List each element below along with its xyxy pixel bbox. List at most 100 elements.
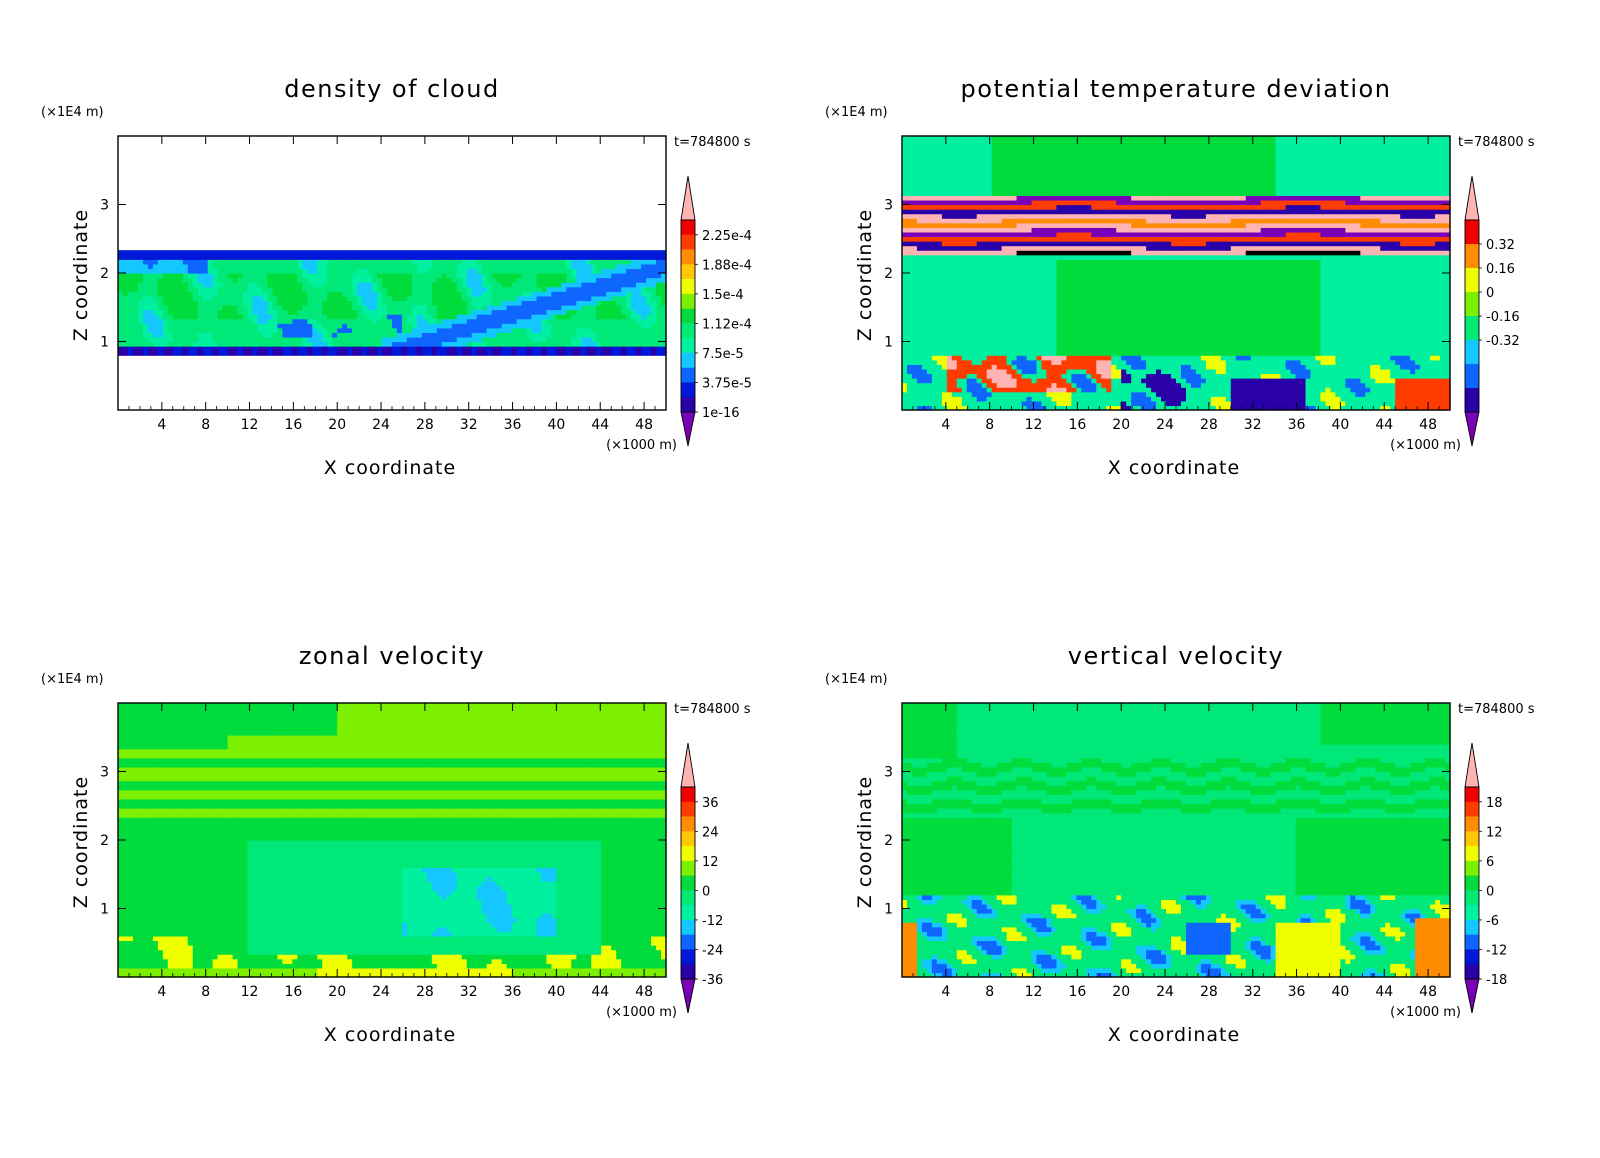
field-cell <box>1056 373 1063 379</box>
field-cell <box>1051 323 1058 329</box>
field-cell <box>401 277 408 283</box>
field-cell <box>956 387 963 393</box>
field-cell <box>352 295 358 301</box>
field-cell <box>621 259 627 265</box>
field-cell <box>322 286 328 292</box>
field-cell <box>406 254 413 260</box>
field-cell <box>501 350 508 356</box>
field-cell <box>1026 163 1033 169</box>
field-cell <box>936 259 943 265</box>
field-cell <box>162 282 169 288</box>
field-cell <box>1041 368 1048 375</box>
field-cell <box>1076 368 1082 375</box>
field-cell <box>616 263 622 270</box>
field-cell <box>1016 350 1023 356</box>
field-cell <box>606 254 612 260</box>
field-cell <box>926 387 933 393</box>
field-cell <box>651 254 657 260</box>
field-cell <box>902 259 908 265</box>
field-cell <box>347 273 353 279</box>
field-cell <box>566 259 572 265</box>
field-cell <box>936 136 943 142</box>
field-cell <box>921 382 928 388</box>
field-cell <box>227 277 234 283</box>
field-cell <box>921 373 928 379</box>
field-cell <box>576 318 582 324</box>
field-cell <box>1021 254 1028 260</box>
field-cell <box>401 273 408 279</box>
field-cell <box>317 295 323 301</box>
field-cell <box>581 259 587 265</box>
field-cell <box>571 341 577 347</box>
field-cell <box>1021 341 1028 347</box>
field-cell <box>931 259 938 265</box>
field-cell <box>916 218 923 224</box>
field-cell <box>282 250 288 256</box>
field-cell <box>586 259 592 265</box>
field-cell <box>951 213 958 219</box>
field-cell <box>431 273 438 279</box>
field-cell <box>267 254 274 260</box>
field-cell <box>312 263 318 270</box>
field-cell <box>466 259 473 265</box>
field-cell <box>327 314 333 320</box>
field-cell <box>931 318 938 324</box>
field-cell <box>976 254 983 260</box>
field-cell <box>976 186 983 192</box>
field-cell <box>616 277 622 283</box>
field-cell <box>411 309 418 315</box>
field-cell <box>991 190 998 196</box>
field-cell <box>916 300 923 306</box>
field-cell <box>991 405 998 411</box>
field-cell <box>1086 368 1092 375</box>
field-cell <box>436 254 443 260</box>
field-cell <box>127 295 134 301</box>
colorbar-segment <box>681 234 695 250</box>
field-cell <box>961 364 968 370</box>
field-cell <box>1091 286 1097 292</box>
field-cell <box>207 295 214 301</box>
field-cell <box>1076 346 1082 352</box>
field-cell <box>461 263 468 270</box>
field-cell <box>377 300 383 306</box>
field-cell <box>1086 327 1092 333</box>
field-cell <box>152 250 159 256</box>
field-cell <box>347 263 353 270</box>
field-cell <box>951 332 958 338</box>
field-cell <box>118 304 124 311</box>
field-cell <box>392 277 398 283</box>
field-cell <box>566 268 572 274</box>
field-cell <box>941 172 948 178</box>
field-cell <box>1051 167 1058 174</box>
field-cell <box>1061 309 1067 315</box>
field-cell <box>961 190 968 196</box>
field-cell <box>916 199 923 206</box>
field-cell <box>1076 359 1082 365</box>
field-cell <box>936 222 943 228</box>
field-cell <box>466 314 473 320</box>
field-cell <box>401 259 408 265</box>
field-cell <box>651 309 657 315</box>
field-cell <box>1076 213 1082 219</box>
field-cell <box>596 295 602 301</box>
field-cell <box>1021 213 1028 219</box>
field-cell <box>926 323 933 329</box>
field-cell <box>1026 245 1033 251</box>
field-cell <box>157 286 164 292</box>
field-cell <box>911 286 918 292</box>
field-cell <box>1031 295 1038 301</box>
field-cell <box>956 172 963 178</box>
field-cell <box>297 304 303 311</box>
field-cell <box>556 250 562 256</box>
field-cell <box>177 277 184 283</box>
field-cell <box>526 259 533 265</box>
field-cell <box>1011 259 1018 265</box>
field-cell <box>1001 163 1008 169</box>
field-cell <box>207 336 214 343</box>
field-cell <box>946 327 953 333</box>
field-cell <box>421 277 428 283</box>
field-cell <box>956 213 963 219</box>
field-cell <box>1041 163 1048 169</box>
field-cell <box>212 268 219 274</box>
field-cell <box>581 336 587 343</box>
